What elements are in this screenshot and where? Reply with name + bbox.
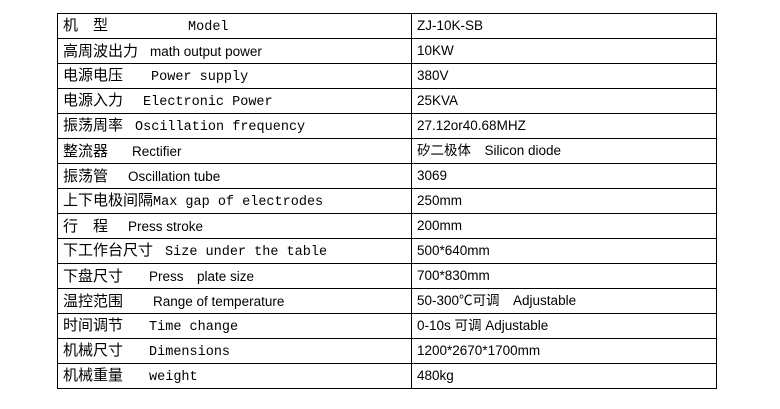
spec-label-en: Model <box>188 19 229 35</box>
spec-label: 机 型 Model <box>57 13 412 39</box>
spec-row: 高周波出力 math output power 10KW <box>57 38 717 64</box>
spec-label-en: weight <box>149 369 198 385</box>
spec-row: 电源电压 Power supply 380V <box>57 63 717 89</box>
spec-row: 行 程 Press stroke 200mm <box>57 213 717 239</box>
spec-label-zh: 振荡管 <box>63 166 109 185</box>
spec-row: 时间调节 Time change 0-10s 可调 Adjustable <box>57 313 717 339</box>
spec-label-zh: 上下电极间隔 <box>63 190 154 209</box>
spec-label-zh: 下工作台尺寸 <box>63 240 154 259</box>
spec-value: 250mm <box>411 188 717 214</box>
spec-label: 振荡管 Oscillation tube <box>57 163 412 189</box>
spec-label: 时间调节 Time change <box>57 313 412 339</box>
spec-label-zh: 时间调节 <box>63 315 124 334</box>
spec-row: 整流器 Rectifier 矽二极体 Silicon diode <box>57 138 717 164</box>
spec-row: 下工作台尺寸 Size under the table 500*640mm <box>57 238 717 264</box>
spec-value: 3069 <box>411 163 717 189</box>
spec-row: 上下电极间隔Max gap of electrodes 250mm <box>57 188 717 214</box>
spec-label-en: Range of temperature <box>153 293 285 309</box>
spec-label-en: Dimensions <box>149 344 231 360</box>
spec-label: 行 程 Press stroke <box>57 213 412 239</box>
spec-row: 下盘尺寸 Press plate size 700*830mm <box>57 263 717 289</box>
spec-label: 下盘尺寸 Press plate size <box>57 263 412 289</box>
spec-label-zh: 下盘尺寸 <box>63 266 124 285</box>
spec-row: 振荡管 Oscillation tube 3069 <box>57 163 717 189</box>
spec-value: ZJ-10K-SB <box>411 13 717 39</box>
spec-label-en: Max gap of electrodes <box>153 194 324 210</box>
spec-label-en: Time change <box>149 319 239 335</box>
spec-row: 机 型 Model ZJ-10K-SB <box>57 13 717 39</box>
spec-label-en: Size under the table <box>165 244 328 260</box>
spec-table: 机 型 Model ZJ-10K-SB 高周波出力 math output power 1… <box>57 13 717 389</box>
spec-value: 500*640mm <box>411 238 717 264</box>
spec-value: 25KVA <box>411 88 717 114</box>
spec-label-en: math output power <box>150 43 262 59</box>
spec-label-en: Electronic Power <box>143 94 273 110</box>
spec-label: 高周波出力 math output power <box>57 38 412 64</box>
spec-row: 电源入力 Electronic Power 25KVA <box>57 88 717 114</box>
spec-label-zh: 行 程 <box>63 216 109 235</box>
spec-label-zh: 机械重量 <box>63 365 124 384</box>
spec-label: 振荡周率 Oscillation frequency <box>57 113 412 139</box>
spec-label-en: Press plate size <box>149 268 255 284</box>
spec-value: 700*830mm <box>411 263 717 289</box>
spec-value: 10KW <box>411 38 717 64</box>
spec-label-en: Power supply <box>151 69 249 85</box>
spec-label-zh: 电源电压 <box>63 65 124 84</box>
spec-label-zh: 电源入力 <box>63 90 124 109</box>
spec-row: 机械尺寸 Dimensions 1200*2670*1700mm <box>57 338 717 364</box>
spec-value: 200mm <box>411 213 717 239</box>
spec-label: 温控范围 Range of temperature <box>57 288 412 314</box>
spec-value: 27.12or40.68MHZ <box>411 113 717 139</box>
spec-value: 50-300℃可调 Adjustable <box>411 288 717 314</box>
spec-label-en: Rectifier <box>132 143 182 159</box>
spec-value: 矽二极体 Silicon diode <box>411 138 717 164</box>
spec-value: 380V <box>411 63 717 89</box>
spec-label: 整流器 Rectifier <box>57 138 412 164</box>
spec-label-en: Oscillation tube <box>128 168 221 184</box>
spec-label: 电源入力 Electronic Power <box>57 88 412 114</box>
spec-label-en: Press stroke <box>128 218 204 234</box>
spec-label-zh: 温控范围 <box>63 291 124 310</box>
spec-label: 机械尺寸 Dimensions <box>57 338 412 364</box>
spec-label-zh: 机械尺寸 <box>63 340 124 359</box>
spec-row: 温控范围 Range of temperature 50-300℃可调 Adjust… <box>57 288 717 314</box>
spec-value: 480kg <box>411 363 717 389</box>
spec-value: 0-10s 可调 Adjustable <box>411 313 717 339</box>
spec-row: 机械重量 weight 480kg <box>57 363 717 389</box>
spec-label-en: Oscillation frequency <box>135 119 306 135</box>
spec-label: 下工作台尺寸 Size under the table <box>57 238 412 264</box>
spec-value: 1200*2670*1700mm <box>411 338 717 364</box>
spec-row: 振荡周率 Oscillation frequency 27.12or40.68MHZ <box>57 113 717 139</box>
spec-label: 机械重量 weight <box>57 363 412 389</box>
spec-label-zh: 机 型 <box>63 15 109 34</box>
spec-label: 电源电压 Power supply <box>57 63 412 89</box>
spec-label-zh: 整流器 <box>63 141 109 160</box>
spec-label: 上下电极间隔Max gap of electrodes <box>57 188 412 214</box>
spec-label-zh: 高周波出力 <box>63 41 139 60</box>
spec-label-zh: 振荡周率 <box>63 115 124 134</box>
